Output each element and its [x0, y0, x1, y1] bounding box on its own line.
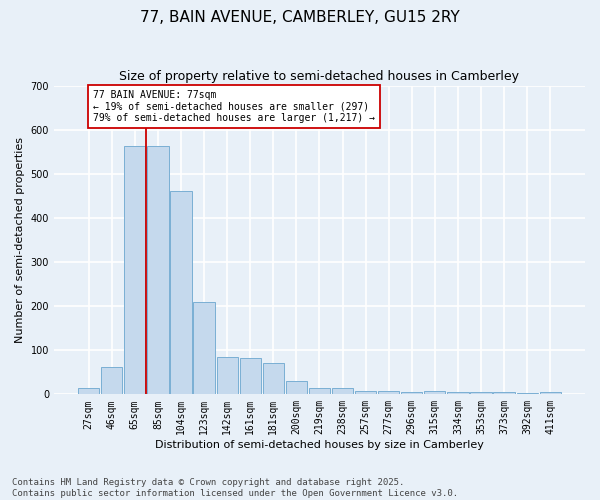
- Text: 77, BAIN AVENUE, CAMBERLEY, GU15 2RY: 77, BAIN AVENUE, CAMBERLEY, GU15 2RY: [140, 10, 460, 25]
- Bar: [147, 146, 169, 394]
- Text: 77 BAIN AVENUE: 77sqm
← 19% of semi-detached houses are smaller (297)
79% of sem: 77 BAIN AVENUE: 77sqm ← 19% of semi-deta…: [93, 90, 375, 123]
- Bar: [193, 302, 215, 394]
- Bar: [101, 367, 122, 394]
- Bar: [239, 358, 261, 395]
- Bar: [493, 392, 515, 394]
- Bar: [355, 391, 376, 394]
- Y-axis label: Number of semi-detached properties: Number of semi-detached properties: [15, 137, 25, 343]
- Title: Size of property relative to semi-detached houses in Camberley: Size of property relative to semi-detach…: [119, 70, 520, 83]
- Bar: [286, 381, 307, 394]
- Bar: [170, 191, 191, 394]
- Bar: [470, 392, 491, 394]
- Bar: [78, 388, 99, 394]
- Bar: [309, 388, 330, 394]
- Bar: [378, 391, 400, 394]
- X-axis label: Distribution of semi-detached houses by size in Camberley: Distribution of semi-detached houses by …: [155, 440, 484, 450]
- Bar: [217, 357, 238, 395]
- Bar: [539, 392, 561, 394]
- Bar: [401, 392, 422, 394]
- Bar: [332, 388, 353, 394]
- Bar: [448, 392, 469, 394]
- Bar: [424, 391, 445, 394]
- Text: Contains HM Land Registry data © Crown copyright and database right 2025.
Contai: Contains HM Land Registry data © Crown c…: [12, 478, 458, 498]
- Bar: [124, 146, 145, 394]
- Bar: [263, 364, 284, 394]
